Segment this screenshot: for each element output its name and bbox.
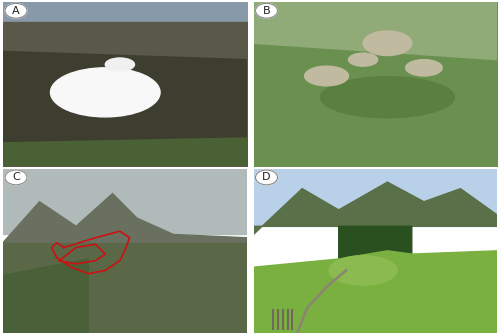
Polygon shape	[254, 2, 497, 59]
Text: C: C	[12, 172, 20, 182]
Polygon shape	[3, 243, 246, 333]
Ellipse shape	[304, 66, 348, 86]
Ellipse shape	[406, 59, 442, 76]
Polygon shape	[3, 51, 246, 141]
Polygon shape	[254, 169, 497, 226]
Text: A: A	[12, 6, 20, 16]
Polygon shape	[3, 169, 246, 235]
Ellipse shape	[106, 58, 134, 71]
Polygon shape	[3, 130, 246, 166]
Ellipse shape	[50, 68, 160, 117]
Polygon shape	[3, 259, 88, 333]
Polygon shape	[3, 194, 246, 243]
Polygon shape	[254, 182, 497, 235]
Ellipse shape	[329, 256, 397, 285]
Text: D: D	[262, 172, 271, 182]
Polygon shape	[254, 251, 497, 333]
Polygon shape	[338, 226, 412, 259]
Ellipse shape	[320, 77, 454, 118]
Ellipse shape	[348, 53, 378, 66]
Text: B: B	[262, 6, 270, 16]
Ellipse shape	[363, 31, 412, 55]
